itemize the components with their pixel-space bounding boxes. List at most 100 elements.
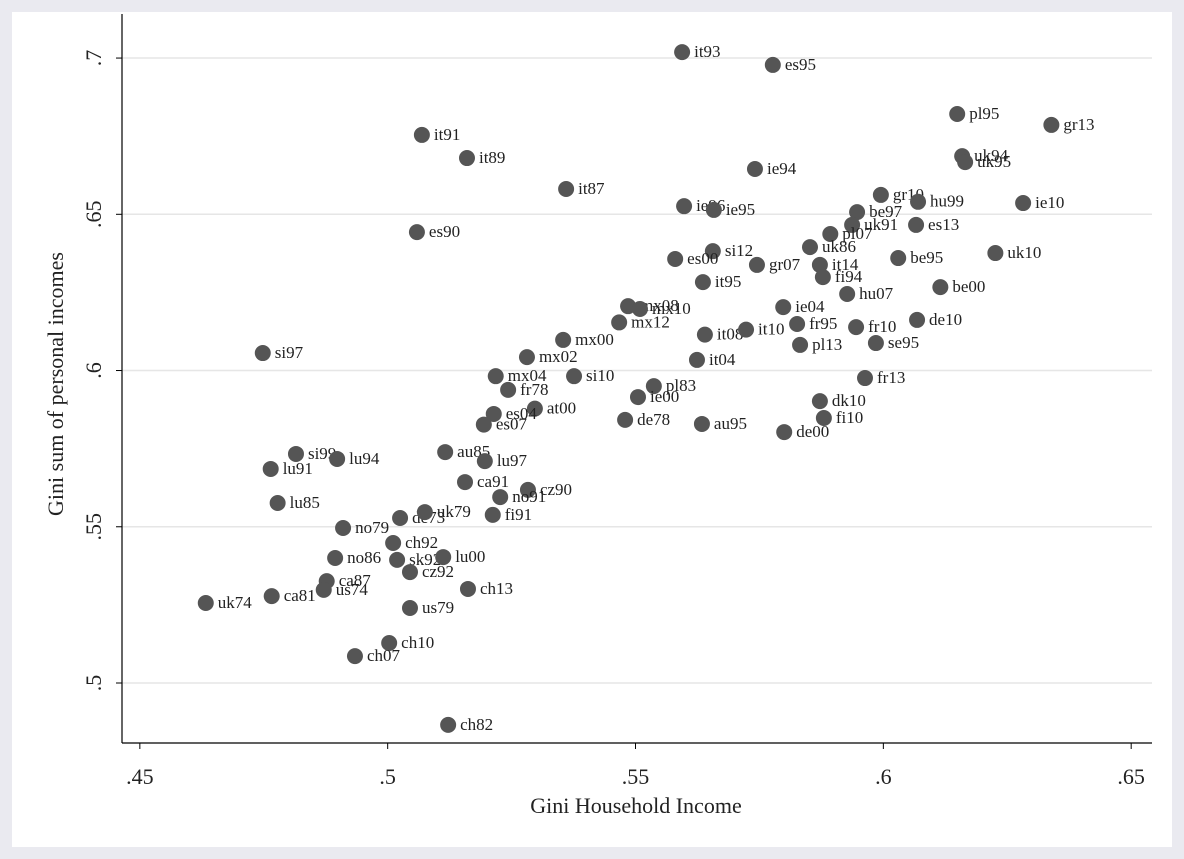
point-label: ca81: [284, 586, 316, 605]
point: [667, 250, 684, 267]
point-label: uk74: [218, 593, 253, 612]
point-label: ch07: [367, 646, 401, 665]
point-label: au95: [714, 414, 747, 433]
point: [197, 595, 214, 612]
point: [704, 243, 721, 260]
point-label: de78: [637, 410, 670, 429]
point: [676, 198, 693, 215]
point-label: gr07: [769, 255, 801, 274]
point-label: es04: [506, 404, 538, 423]
point: [457, 474, 474, 491]
y-tick-label: .55: [81, 513, 106, 541]
point-label: fi94: [835, 267, 863, 286]
point: [401, 564, 418, 581]
point: [844, 216, 861, 233]
point-label: si10: [586, 366, 614, 385]
point: [815, 410, 832, 427]
point: [764, 56, 781, 73]
point-label: fr13: [877, 368, 905, 387]
point-label: be97: [869, 202, 903, 221]
point: [459, 580, 476, 597]
point-label: be95: [910, 248, 943, 267]
point-label: fi91: [505, 505, 532, 524]
point: [381, 635, 398, 652]
point: [263, 588, 280, 605]
point: [458, 150, 475, 167]
point-label: no86: [347, 548, 381, 567]
point-label: ch13: [480, 579, 513, 598]
y-axis-title: Gini sum of personal incomes: [43, 252, 68, 516]
x-tick-label: .65: [1117, 764, 1145, 789]
point-label: uk10: [1007, 243, 1041, 262]
point: [629, 389, 646, 406]
point-label: it93: [694, 42, 720, 61]
point: [1043, 116, 1060, 133]
point: [748, 256, 765, 273]
point-label: ch82: [460, 715, 493, 734]
point: [500, 381, 517, 398]
point-label: pl83: [666, 376, 696, 395]
point-label: pl07: [842, 224, 873, 243]
point: [315, 581, 332, 598]
point-label: gr13: [1063, 115, 1094, 134]
point-label: mx12: [631, 312, 670, 331]
point-label: lu91: [283, 459, 313, 478]
y-tick-label: .5: [81, 675, 106, 692]
point: [335, 520, 352, 537]
point-label: sk92: [409, 550, 441, 569]
point: [492, 489, 509, 506]
point-label: it14: [832, 255, 859, 274]
point: [811, 393, 828, 410]
point: [949, 105, 966, 122]
x-tick-label: .5: [379, 764, 396, 789]
panel: [12, 12, 1172, 847]
point-label: it89: [479, 148, 505, 167]
point: [822, 225, 839, 242]
point-label: lu00: [455, 547, 485, 566]
point-label: ca91: [477, 472, 509, 491]
point: [987, 245, 1004, 262]
point: [910, 193, 927, 210]
point: [416, 504, 433, 521]
point: [932, 279, 949, 296]
point-label: no91: [512, 487, 546, 506]
point: [811, 256, 828, 273]
point-label: hu07: [859, 284, 894, 303]
point: [872, 186, 889, 203]
point-label: us74: [336, 580, 369, 599]
point: [519, 481, 536, 498]
point-label: it04: [709, 350, 736, 369]
point: [385, 535, 402, 552]
point-label: mx00: [575, 330, 614, 349]
point: [558, 180, 575, 197]
point-label: ch10: [401, 633, 434, 652]
point: [401, 600, 418, 617]
x-tick-label: .6: [875, 764, 892, 789]
point: [738, 321, 755, 338]
point-label: se95: [888, 333, 919, 352]
point-label: si97: [275, 343, 304, 362]
point: [957, 154, 974, 171]
point: [440, 716, 457, 733]
point: [839, 285, 856, 302]
point: [776, 424, 793, 441]
point-label: lu97: [497, 451, 528, 470]
point: [413, 126, 430, 143]
point-label: de00: [796, 422, 829, 441]
point-label: uk86: [822, 237, 856, 256]
point: [674, 44, 691, 61]
point: [437, 444, 454, 461]
point: [484, 506, 501, 523]
y-tick-label: .7: [81, 50, 106, 67]
point: [476, 453, 493, 470]
point: [475, 416, 492, 433]
point-label: ie95: [726, 200, 755, 219]
point-label: it08: [717, 325, 743, 344]
point: [1015, 195, 1032, 212]
point-label: uk94: [974, 146, 1009, 165]
point-label: si12: [725, 241, 753, 260]
point: [566, 368, 583, 385]
point-label: it10: [758, 320, 784, 339]
point: [327, 550, 344, 567]
